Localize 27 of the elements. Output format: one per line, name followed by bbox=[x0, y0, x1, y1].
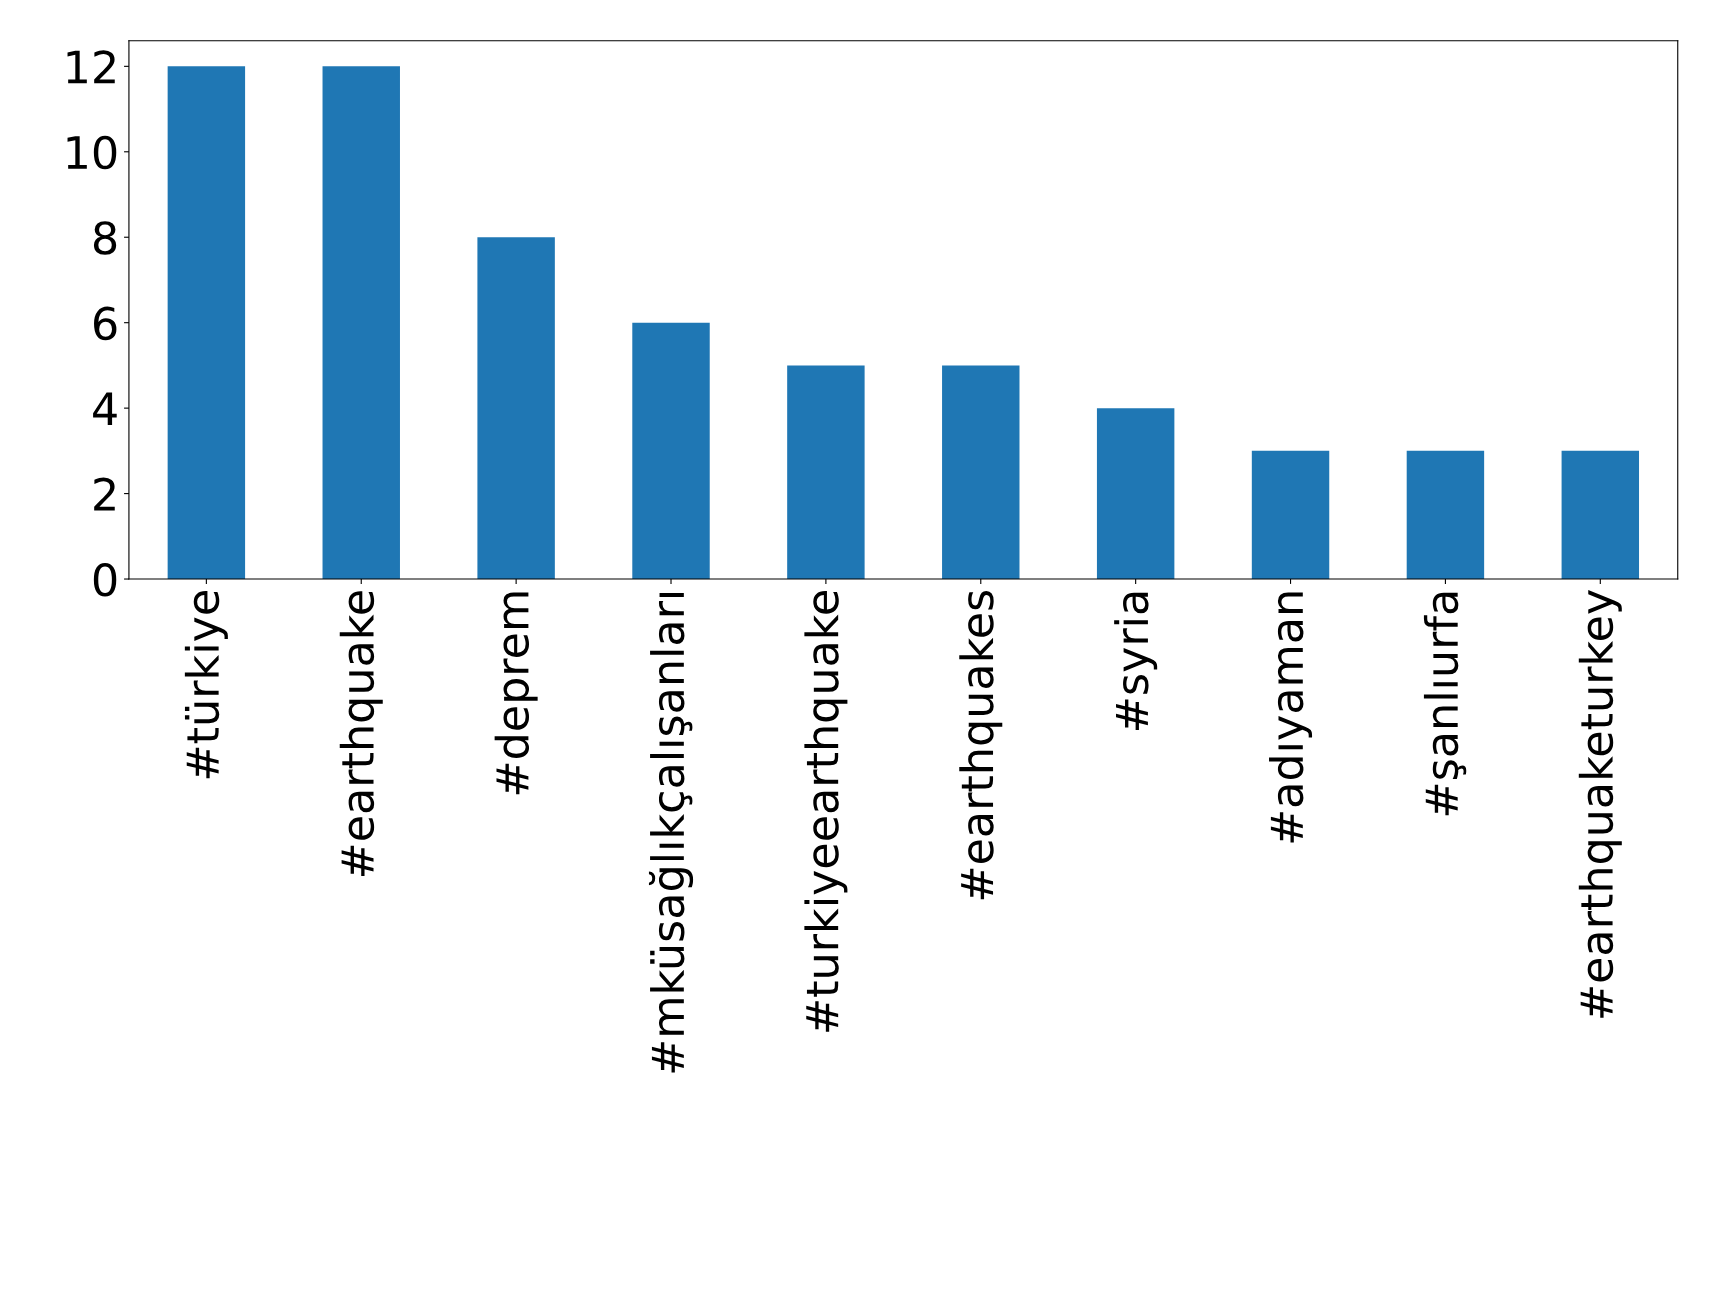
x-tick-label: #mküsağlıkçalışanları bbox=[648, 592, 694, 1073]
bar bbox=[1561, 450, 1640, 580]
bar bbox=[1251, 450, 1330, 580]
bar bbox=[632, 322, 710, 580]
bar bbox=[322, 66, 400, 580]
bar bbox=[787, 365, 865, 580]
x-tick-label: #türkiye bbox=[184, 591, 228, 779]
bar bbox=[942, 365, 1020, 580]
x-tick-label: #earthquake bbox=[339, 591, 383, 877]
x-tick-label: #şanlıurfa bbox=[1423, 592, 1467, 816]
y-tick-label: 2 bbox=[94, 477, 115, 511]
x-tick-label: #deprem bbox=[494, 592, 538, 795]
x-tick-label: #earthquakes bbox=[959, 590, 1003, 900]
y-tick-label: 8 bbox=[93, 221, 117, 255]
bar bbox=[1406, 450, 1485, 580]
y-tick-label: 4 bbox=[93, 392, 117, 426]
y-tick-label: 0 bbox=[93, 562, 117, 597]
y-tick-label: 10 bbox=[67, 135, 117, 170]
bar bbox=[477, 237, 555, 580]
x-tick-label: #turkiyeearthquake bbox=[804, 591, 848, 1032]
y-tick-label: 6 bbox=[94, 306, 117, 341]
x-tick-label: #syria bbox=[1114, 592, 1158, 730]
bar bbox=[1096, 408, 1175, 580]
x-tick-label: #earthquaketurkey bbox=[1578, 590, 1622, 1018]
y-tick-label: 12 bbox=[67, 50, 115, 84]
bar bbox=[167, 66, 246, 580]
x-tick-label: #adıyaman bbox=[1269, 592, 1313, 843]
